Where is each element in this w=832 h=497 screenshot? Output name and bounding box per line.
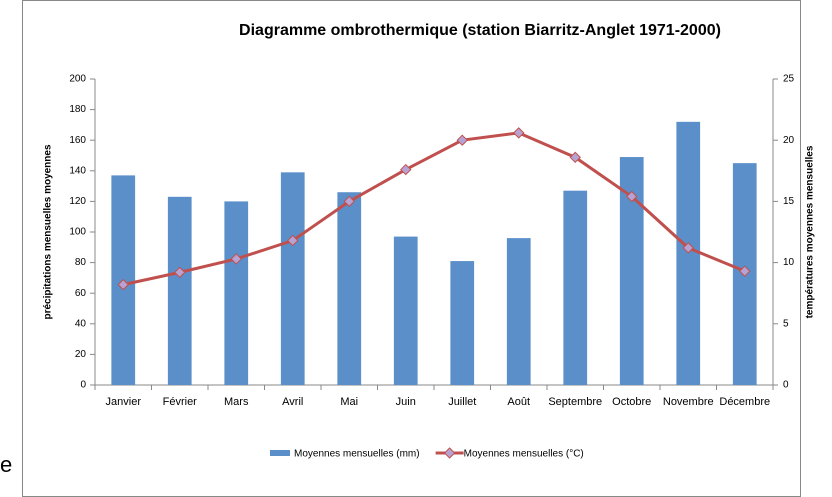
line (122, 131, 746, 287)
marker (456, 134, 468, 146)
bar (506, 238, 531, 385)
x-tick-label: Décembre (719, 396, 770, 408)
marker (230, 253, 242, 265)
chart-title: Diagramme ombrothermique (station Biarri… (239, 22, 721, 39)
y2-tick-label: 25 (783, 74, 795, 85)
marker (343, 195, 355, 208)
y-tick-label: 0 (80, 380, 86, 391)
marker (569, 151, 581, 164)
y2-tick-label: 20 (783, 135, 795, 146)
y2-tick-label: 10 (783, 257, 795, 268)
x-tick-label: Novembre (663, 396, 714, 408)
marker (626, 190, 638, 203)
x-tick-label: Juillet (448, 396, 476, 408)
bar (337, 192, 362, 385)
marker (400, 163, 412, 176)
x-tick-label: Avril (282, 396, 303, 408)
x-tick-label: Août (507, 396, 530, 408)
y-tick-label: 100 (69, 227, 86, 238)
y2-tick-label: 5 (783, 318, 789, 329)
y-tick-label: 180 (69, 104, 86, 115)
y-axis-label: précipitations mensuelles moyennes (43, 144, 54, 319)
marker (513, 127, 525, 139)
x-tick-label: Juin (396, 396, 416, 408)
marker (117, 278, 129, 291)
bar (393, 236, 418, 385)
y2-tick-label: 0 (783, 380, 789, 391)
y-tick-label: 140 (69, 165, 86, 176)
bar (619, 157, 644, 385)
marker (174, 266, 186, 279)
x-tick-label: Janvier (106, 396, 142, 408)
y-tick-label: 40 (75, 318, 87, 329)
x-tick-label: Mars (224, 396, 249, 408)
bar (280, 172, 305, 385)
legend-swatch (270, 450, 290, 456)
marker (682, 242, 694, 254)
y2-tick-label: 15 (783, 196, 795, 207)
marker (287, 234, 299, 247)
y-tick-label: 80 (75, 257, 87, 268)
y-tick-label: 120 (69, 196, 86, 207)
side-text: e (0, 452, 12, 477)
y-tick-label: 20 (75, 349, 87, 360)
y-tick-label: 160 (69, 135, 86, 146)
y-tick-label: 60 (75, 288, 87, 299)
y2-axis-label: températures moyennes mensuelles (805, 145, 816, 318)
bar (167, 196, 192, 385)
x-tick-label: Février (163, 396, 198, 408)
legend-swatch (443, 447, 456, 459)
x-tick-label: Septembre (548, 396, 602, 408)
marker (739, 265, 751, 277)
bar (450, 261, 475, 385)
legend-label: Moyennes mensuelles (mm) (294, 449, 420, 460)
bar (563, 190, 588, 385)
legend-label: Moyennes mensuelles (°C) (464, 449, 584, 460)
x-tick-label: Mai (340, 396, 358, 408)
x-tick-label: Octobre (612, 396, 651, 408)
bar (224, 201, 249, 385)
y-tick-label: 200 (69, 74, 86, 85)
